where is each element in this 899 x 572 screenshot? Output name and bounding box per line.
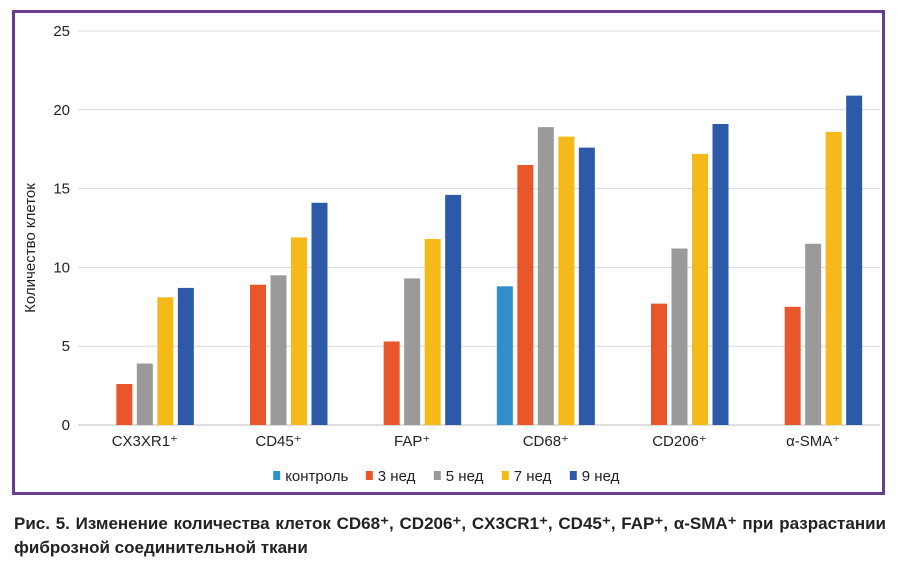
bar [177,287,194,425]
bar [825,131,842,425]
gridlines [78,30,880,426]
bar [157,297,174,425]
y-tick-label: 10 [53,259,70,276]
bar-chart: 0 5 10 15 20 25 CX3XR1⁺ CD45⁺ FAP⁺ CD68⁺ CD206⁺ α-… [22,23,880,485]
bar [116,384,133,425]
legend-label: 3 нед [378,468,416,485]
x-category-label: CD206⁺ [652,433,707,450]
bar [136,363,153,425]
legend-swatch [433,471,441,480]
legend-swatch [501,471,509,480]
bar [496,286,513,425]
bar [578,147,595,425]
y-axis-ticks: 0 5 10 15 20 25 [53,23,70,434]
legend: контроль 3 нед 5 нед 7 нед 9 нед [273,468,620,485]
bar [311,202,328,425]
x-category-label: CX3XR1⁺ [112,433,178,450]
x-category-label: FAP⁺ [394,433,430,450]
legend-label: 5 нед [446,468,484,485]
bar [270,275,287,425]
bar [846,95,863,425]
bars [116,95,863,426]
bar [537,127,554,426]
bar [671,248,688,425]
bar [250,284,266,425]
bar [291,237,307,425]
legend-label: 7 нед [514,468,552,485]
figure-caption: Рис. 5. Изменение количества клеток CD68… [14,514,886,557]
bar [784,306,801,425]
bar [651,303,667,425]
bar [712,123,729,425]
legend-label: контроль [285,468,348,485]
bar [445,194,462,425]
bar [558,136,575,425]
legend-swatch [569,471,577,480]
legend-swatch [273,471,281,480]
bar [424,239,441,425]
bar [517,164,534,425]
bar [383,341,400,425]
bar [404,278,421,425]
y-tick-label: 25 [53,23,70,40]
x-category-label: CD45⁺ [255,433,301,450]
x-category-label: α-SMA⁺ [786,433,840,450]
x-category-label: CD68⁺ [523,433,569,450]
legend-swatch [365,471,373,480]
y-tick-label: 15 [53,181,70,198]
chart-frame: 0 5 10 15 20 25 CX3XR1⁺ CD45⁺ FAP⁺ CD68⁺ CD206⁺ α-… [12,10,885,495]
bar [692,153,708,426]
y-tick-label: 5 [62,338,70,355]
y-axis-label: Количество клеток [22,183,39,313]
x-axis-categories: CX3XR1⁺ CD45⁺ FAP⁺ CD68⁺ CD206⁺ α-SMA⁺ [112,433,841,450]
bar [805,243,822,425]
y-tick-label: 20 [53,102,70,119]
y-tick-label: 0 [62,417,70,434]
legend-label: 9 нед [582,468,620,485]
